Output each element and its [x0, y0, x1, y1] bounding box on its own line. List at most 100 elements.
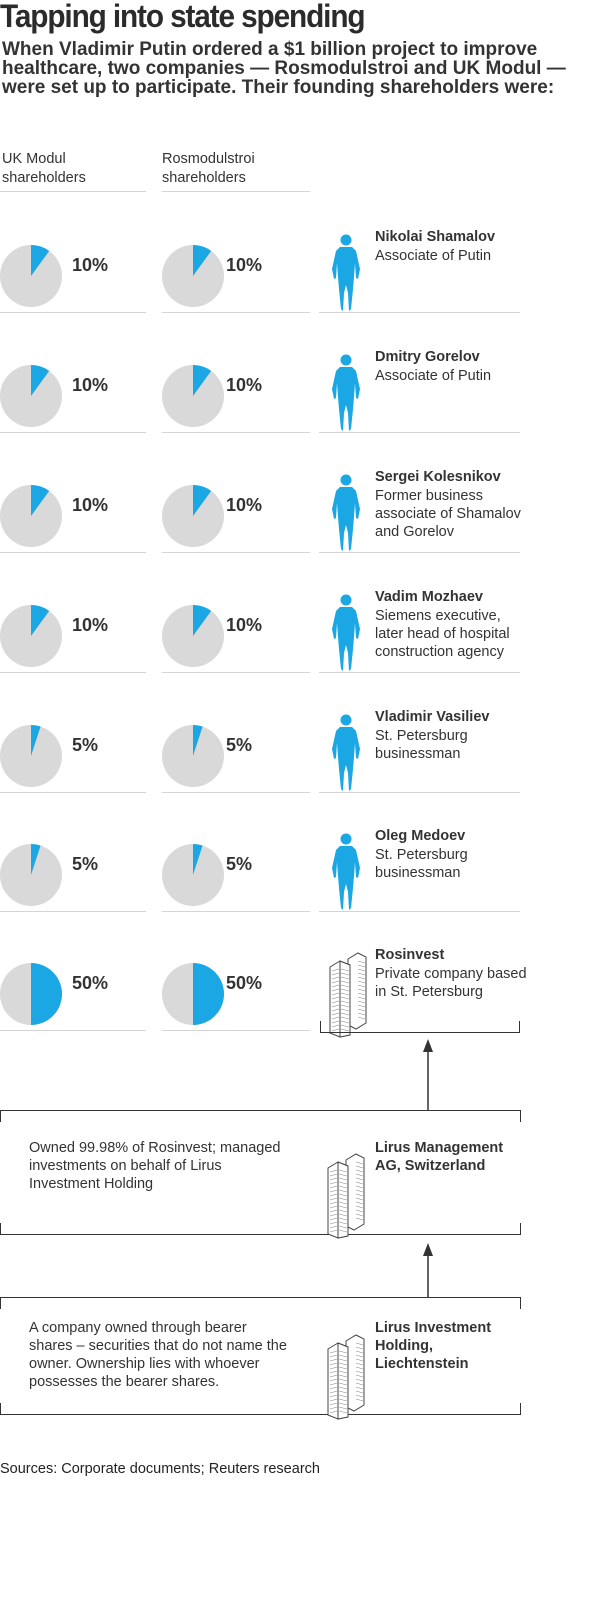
shareholder-description: Private company based in St. Petersburg — [375, 965, 527, 1001]
uk-modul-share-label: 10% — [72, 495, 109, 515]
uk-modul-pie — [0, 725, 62, 792]
pie-slice — [31, 725, 41, 756]
lirus-holding-note-line: A company owned through bearer — [29, 1320, 247, 1336]
row-divider — [319, 792, 520, 793]
row-divider — [162, 312, 310, 313]
row-divider — [319, 672, 520, 673]
lirus-holding-name-line: Liechtenstein — [375, 1356, 469, 1372]
rosmodulstroi-pie — [162, 485, 224, 552]
pie-slice — [31, 485, 50, 516]
shareholder-description: St. Petersburg businessman — [375, 727, 468, 763]
rosmodulstroi-pie — [162, 245, 224, 312]
row-divider — [162, 672, 310, 673]
pie-slice — [31, 245, 50, 276]
lirus-holding-note-line: shares – securities that do not name the — [29, 1338, 287, 1354]
shareholder-description-line: Private company based — [375, 966, 527, 982]
uk-modul-pie — [0, 605, 62, 672]
uk-modul-pie — [0, 365, 62, 432]
shareholder-description-line: Associate of Putin — [375, 248, 492, 264]
rosmodulstroi-column-header: Rosmodulstroi shareholders — [162, 150, 255, 188]
row-divider — [162, 432, 310, 433]
person-icon — [329, 353, 363, 438]
shareholder-description-line: later head of hospital — [375, 626, 510, 642]
building-icon — [326, 1152, 366, 1243]
row-divider — [319, 552, 520, 553]
lirus-holding-note: A company owned through bearer shares – … — [29, 1319, 287, 1391]
shareholder-description: Former business associate of Shamalov and … — [375, 487, 521, 541]
shareholder-description: St. Petersburg businessman — [375, 846, 468, 882]
row-divider — [162, 911, 310, 912]
building-icon — [326, 1333, 366, 1424]
lirus-management-top-bracket — [0, 1110, 521, 1122]
shareholder-description-line: construction agency — [375, 644, 504, 660]
uk-modul-pie — [0, 963, 62, 1030]
uk-modul-share-label: 5% — [72, 854, 99, 874]
person-icon — [329, 473, 363, 558]
arrow-to-lirus-management — [423, 1243, 433, 1298]
pie-slice — [31, 605, 50, 636]
row-divider — [319, 911, 520, 912]
person-icon — [329, 713, 363, 798]
pie-slice — [31, 365, 50, 396]
uk-header-line-1: UK Modul — [2, 151, 66, 167]
pie-slice — [193, 963, 224, 1025]
rosmodulstroi-share-label: 10% — [226, 615, 263, 635]
pie-slice — [193, 245, 212, 276]
shareholder-name: Vadim Mozhaev — [375, 589, 483, 605]
lirus-management-note-line: investments on behalf of Lirus — [29, 1158, 222, 1174]
uk-modul-share-label: 10% — [72, 375, 109, 395]
row-divider — [0, 432, 146, 433]
lirus-management-name-line: Lirus Management — [375, 1140, 504, 1156]
rosmodulstroi-share-label: 5% — [226, 854, 253, 874]
rosmodulstroi-share-label: 10% — [226, 255, 263, 275]
pie-slice — [193, 365, 212, 396]
shareholder-description: Associate of Putin — [375, 367, 491, 385]
lirus-holding-name: Lirus Investment Holding, Liechtenstein — [375, 1319, 491, 1373]
row-divider — [162, 552, 310, 553]
lirus-holding-name-line: Holding, — [375, 1338, 433, 1354]
rosmodulstroi-pie — [162, 963, 224, 1030]
row-divider — [319, 312, 520, 313]
ros-header-line-2: shareholders — [162, 170, 246, 186]
pie-slice — [193, 605, 212, 636]
uk-modul-pie — [0, 485, 62, 552]
chart-title: Tapping into state spending — [0, 0, 366, 34]
pie-slice — [31, 963, 62, 1025]
row-divider — [0, 911, 146, 912]
building-icon — [328, 951, 368, 1042]
rosmodulstroi-pie — [162, 725, 224, 792]
uk-header-rule — [0, 191, 146, 192]
lirus-holding-top-bracket — [0, 1297, 521, 1309]
shareholder-description-line: Siemens executive, — [375, 608, 501, 624]
source-note: Sources: Corporate documents; Reuters re… — [0, 1461, 320, 1477]
ros-header-rule — [162, 191, 310, 192]
arrow-to-rosinvest — [423, 1039, 433, 1111]
shareholder-description: Siemens executive, later head of hospital… — [375, 607, 510, 661]
lirus-management-name-line: AG, Switzerland — [375, 1158, 486, 1174]
pie-slice — [193, 485, 212, 516]
row-divider — [162, 792, 310, 793]
row-divider — [0, 552, 146, 553]
uk-modul-share-label: 10% — [72, 255, 109, 275]
shareholder-description-line: in St. Petersburg — [375, 984, 483, 1000]
chart-subtitle: When Vladimir Putin ordered a $1 billion… — [2, 39, 566, 98]
uk-modul-pie — [0, 844, 62, 911]
lirus-holding-note-line: owner. Ownership lies with whoever — [29, 1356, 260, 1372]
pie-slice — [193, 725, 203, 756]
shareholder-description: Associate of Putin — [375, 247, 491, 265]
row-divider — [0, 792, 146, 793]
pie-slice — [31, 844, 41, 875]
shareholder-description-line: St. Petersburg — [375, 728, 468, 744]
shareholder-description-line: associate of Shamalov — [375, 506, 521, 522]
rosmodulstroi-share-label: 10% — [226, 495, 263, 515]
person-icon — [329, 233, 363, 318]
uk-modul-share-label: 50% — [72, 973, 109, 993]
lirus-management-bottom-bracket — [0, 1223, 521, 1235]
lirus-management-note-line: Investment Holding — [29, 1176, 154, 1192]
uk-modul-pie — [0, 245, 62, 312]
ros-header-line-1: Rosmodulstroi — [162, 151, 255, 167]
row-divider — [0, 312, 146, 313]
lirus-management-note: Owned 99.98% of Rosinvest; managed inves… — [29, 1139, 280, 1193]
row-divider — [319, 432, 520, 433]
